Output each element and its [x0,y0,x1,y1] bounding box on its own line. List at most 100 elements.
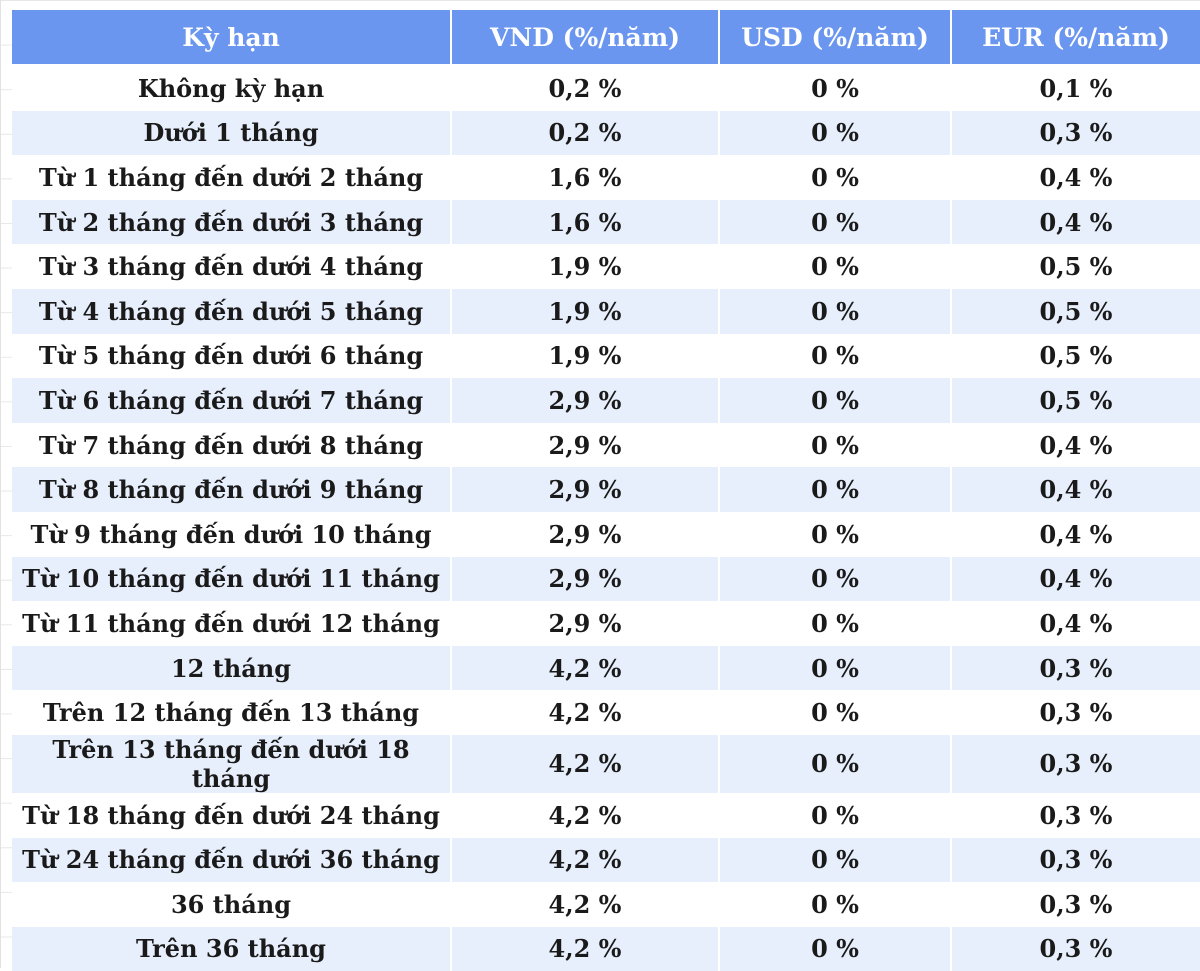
cell-usd: 0 % [720,645,952,691]
header-term: Kỳ hạn [12,10,452,66]
cell-term: Trên 13 tháng đến dưới 18 tháng [12,734,452,793]
cell-vnd: 4,2 % [452,690,720,735]
table-row: Từ 2 tháng đến dưới 3 tháng 1,6 % 0 % 0,4 % [12,199,1200,245]
cell-term: Từ 24 tháng đến dưới 36 tháng [12,837,452,883]
cell-eur: 0,3 % [952,837,1200,883]
cell-eur: 0,5 % [952,378,1200,423]
cell-term: Từ 4 tháng đến dưới 5 tháng [12,288,452,334]
table-row: Từ 11 tháng đến dưới 12 tháng 2,9 % 0 % 0,4… [12,601,1200,646]
cell-term: Từ 8 tháng đến dưới 9 tháng [12,467,452,512]
cell-usd: 0 % [720,422,952,468]
cell-term: Từ 9 tháng đến dưới 10 tháng [12,511,452,557]
cell-vnd: 4,2 % [452,645,720,691]
cell-term: Từ 6 tháng đến dưới 7 tháng [12,378,452,423]
cell-usd: 0 % [720,199,952,245]
cell-vnd: 4,2 % [452,792,720,838]
cell-term: Từ 10 tháng đến dưới 11 tháng [12,556,452,602]
cell-term: Dưới 1 tháng [12,110,452,156]
cell-vnd: 1,9 % [452,333,720,379]
cell-eur: 0,3 % [952,645,1200,691]
header-usd: USD (%/năm) [720,10,952,66]
table-row: 12 tháng 4,2 % 0 % 0,3 % [12,645,1200,691]
cell-eur: 0,3 % [952,690,1200,735]
table-row: Trên 36 tháng 4,2 % 0 % 0,3 % [12,926,1200,971]
cell-term: Không kỳ hạn [12,66,452,111]
table-row: Từ 7 tháng đến dưới 8 tháng 2,9 % 0 % 0,4 % [12,422,1200,468]
cell-vnd: 2,9 % [452,422,720,468]
cell-eur: 0,4 % [952,601,1200,646]
cell-term: Trên 36 tháng [12,926,452,971]
cell-usd: 0 % [720,690,952,735]
cell-vnd: 0,2 % [452,66,720,111]
cell-term: Từ 3 tháng đến dưới 4 tháng [12,244,452,289]
cell-vnd: 1,9 % [452,288,720,334]
cell-usd: 0 % [720,378,952,423]
cell-term: Từ 7 tháng đến dưới 8 tháng [12,422,452,468]
cell-eur: 0,4 % [952,199,1200,245]
cell-usd: 0 % [720,467,952,512]
cell-eur: 0,5 % [952,333,1200,379]
table-row: Từ 8 tháng đến dưới 9 tháng 2,9 % 0 % 0,4 % [12,467,1200,512]
cell-eur: 0,3 % [952,792,1200,838]
cell-vnd: 2,9 % [452,601,720,646]
cell-term: Từ 18 tháng đến dưới 24 tháng [12,792,452,838]
cell-vnd: 4,2 % [452,734,720,793]
table-row: Từ 9 tháng đến dưới 10 tháng 2,9 % 0 % 0,4 … [12,511,1200,557]
header-vnd: VND (%/năm) [452,10,720,66]
cell-usd: 0 % [720,333,952,379]
cell-usd: 0 % [720,601,952,646]
cell-eur: 0,5 % [952,244,1200,289]
cell-usd: 0 % [720,556,952,602]
cell-usd: 0 % [720,511,952,557]
cell-eur: 0,3 % [952,926,1200,971]
cell-eur: 0,3 % [952,734,1200,793]
cell-eur: 0,4 % [952,155,1200,200]
cell-term: Trên 12 tháng đến 13 tháng [12,690,452,735]
cell-usd: 0 % [720,110,952,156]
cell-vnd: 2,9 % [452,467,720,512]
table-row: Từ 1 tháng đến dưới 2 tháng 1,6 % 0 % 0,4 % [12,155,1200,200]
cell-usd: 0 % [720,66,952,111]
cell-vnd: 2,9 % [452,556,720,602]
interest-rate-table: Kỳ hạn VND (%/năm) USD (%/năm) EUR (%/nă… [12,10,1200,971]
cell-eur: 0,4 % [952,511,1200,557]
table-row: Dưới 1 tháng 0,2 % 0 % 0,3 % [12,110,1200,156]
cell-term: Từ 1 tháng đến dưới 2 tháng [12,155,452,200]
table-row: Từ 6 tháng đến dưới 7 tháng 2,9 % 0 % 0,5 % [12,378,1200,423]
cell-usd: 0 % [720,155,952,200]
table-row: Trên 13 tháng đến dưới 18 tháng 4,2 % 0 % 0… [12,734,1200,793]
cell-vnd: 4,2 % [452,837,720,883]
cell-eur: 0,3 % [952,882,1200,927]
table-row: 36 tháng 4,2 % 0 % 0,3 % [12,882,1200,927]
header-eur: EUR (%/năm) [952,10,1200,66]
cell-vnd: 1,9 % [452,244,720,289]
cell-usd: 0 % [720,734,952,793]
cell-term: Từ 5 tháng đến dưới 6 tháng [12,333,452,379]
cell-vnd: 1,6 % [452,199,720,245]
table-row: Từ 3 tháng đến dưới 4 tháng 1,9 % 0 % 0,5 % [12,244,1200,289]
header-row: Kỳ hạn VND (%/năm) USD (%/năm) EUR (%/nă… [12,10,1200,66]
cell-vnd: 1,6 % [452,155,720,200]
table-row: Từ 24 tháng đến dưới 36 tháng 4,2 % 0 % 0,3… [12,837,1200,883]
table-row: Từ 18 tháng đến dưới 24 tháng 4,2 % 0 % 0,3… [12,792,1200,838]
cell-usd: 0 % [720,926,952,971]
cell-eur: 0,4 % [952,556,1200,602]
cell-eur: 0,4 % [952,467,1200,512]
cell-eur: 0,4 % [952,422,1200,468]
cell-vnd: 4,2 % [452,926,720,971]
cell-term: Từ 11 tháng đến dưới 12 tháng [12,601,452,646]
cell-usd: 0 % [720,837,952,883]
cell-vnd: 2,9 % [452,378,720,423]
cell-usd: 0 % [720,288,952,334]
table-row: Không kỳ hạn 0,2 % 0 % 0,1 % [12,66,1200,111]
cell-usd: 0 % [720,882,952,927]
cell-usd: 0 % [720,792,952,838]
cell-term: Từ 2 tháng đến dưới 3 tháng [12,199,452,245]
table-row: Từ 4 tháng đến dưới 5 tháng 1,9 % 0 % 0,5 % [12,288,1200,334]
cell-usd: 0 % [720,244,952,289]
table-row: Từ 5 tháng đến dưới 6 tháng 1,9 % 0 % 0,5 % [12,333,1200,379]
cell-eur: 0,1 % [952,66,1200,111]
cell-eur: 0,3 % [952,110,1200,156]
table-row: Từ 10 tháng đến dưới 11 tháng 2,9 % 0 % 0,4… [12,556,1200,602]
cell-vnd: 2,9 % [452,511,720,557]
